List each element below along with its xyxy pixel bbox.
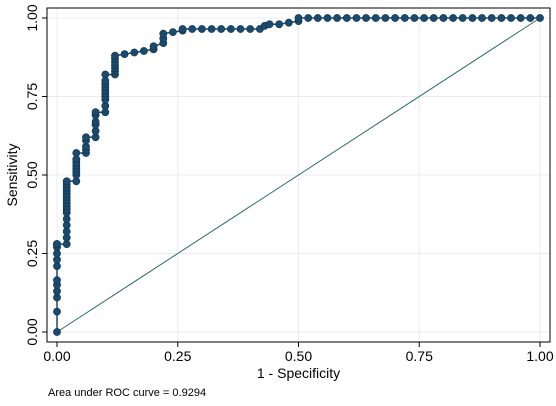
roc-point — [420, 14, 428, 22]
y-tick-label: 0.75 — [24, 83, 40, 110]
roc-point — [149, 42, 158, 51]
y-axis-title: Sensitivity — [4, 143, 20, 206]
roc-point — [236, 25, 245, 33]
roc-point — [381, 14, 390, 22]
roc-point — [342, 14, 351, 22]
y-tick-label: 0.25 — [24, 240, 40, 267]
roc-point — [323, 14, 332, 22]
roc-point — [371, 14, 380, 22]
x-tick-label: 0.50 — [285, 348, 312, 364]
roc-point — [91, 108, 100, 117]
x-tick-label: 0.25 — [164, 348, 191, 364]
roc-point — [487, 14, 496, 22]
reference-line — [56, 17, 541, 333]
roc-point — [458, 14, 467, 22]
x-tick-label: 0.00 — [43, 348, 70, 364]
roc-point — [400, 14, 409, 22]
roc-point — [217, 25, 226, 33]
roc-point — [120, 50, 129, 58]
roc-point — [333, 14, 341, 22]
y-tick-label: 0.50 — [24, 161, 40, 188]
roc-point — [313, 14, 322, 22]
roc-point — [139, 47, 148, 55]
roc-point — [275, 20, 284, 29]
x-tick-label: 0.75 — [406, 348, 433, 364]
roc-point — [294, 14, 303, 22]
roc-point — [429, 14, 438, 22]
roc-point — [410, 14, 419, 22]
roc-point — [526, 14, 535, 22]
roc-point — [246, 25, 255, 33]
roc-point — [159, 29, 168, 38]
roc-point — [197, 25, 206, 33]
y-tick-label: 1.00 — [24, 4, 40, 31]
roc-point — [101, 70, 110, 79]
y-axis-ticks: 0.00 0.25 0.50 0.75 1.00 — [24, 4, 47, 346]
roc-point — [72, 149, 81, 157]
roc-point — [284, 18, 293, 27]
roc-point — [82, 133, 90, 142]
roc-point — [226, 25, 235, 33]
reference-line-group — [56, 17, 541, 333]
roc-point — [352, 14, 361, 22]
roc-point — [516, 14, 525, 22]
roc-point — [468, 14, 477, 22]
x-axis-title: 1 - Specificity — [257, 365, 340, 381]
roc-point — [536, 14, 544, 22]
roc-point — [304, 14, 313, 22]
roc-point — [53, 307, 61, 316]
roc-point — [168, 28, 177, 36]
roc-point — [62, 177, 71, 186]
roc-point — [207, 25, 216, 33]
roc-point — [53, 328, 61, 336]
roc-points-group — [53, 14, 544, 336]
roc-point — [478, 14, 486, 22]
roc-point — [53, 240, 61, 248]
roc-point — [265, 20, 274, 29]
x-axis-ticks: 0.00 0.25 0.50 0.75 1.00 — [43, 342, 554, 364]
roc-point — [188, 25, 197, 33]
x-tick-label: 1.00 — [526, 348, 553, 364]
y-tick-label: 0.00 — [24, 318, 40, 345]
roc-point — [439, 14, 448, 22]
roc-point — [362, 14, 370, 22]
auc-annotation: Area under ROC curve = 0.9294 — [48, 387, 206, 399]
roc-point — [111, 51, 119, 60]
roc-point — [53, 276, 61, 285]
roc-point — [178, 25, 187, 33]
roc-point — [449, 14, 457, 22]
roc-point — [391, 14, 399, 22]
roc-point — [507, 14, 515, 22]
roc-point — [130, 48, 139, 57]
roc-point — [497, 14, 506, 22]
